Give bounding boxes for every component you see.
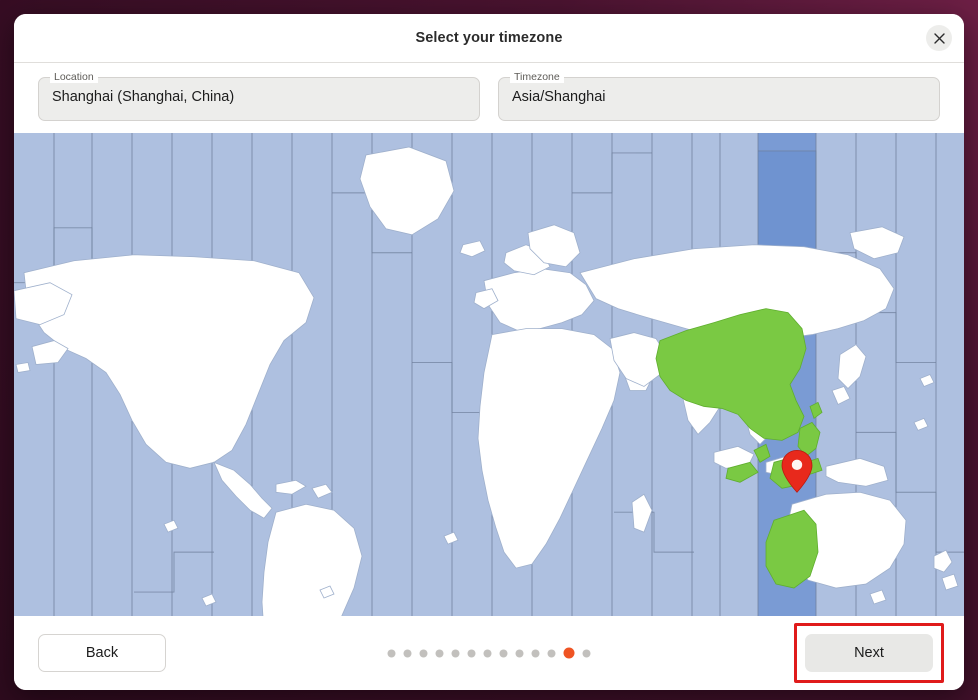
page-title: Select your timezone bbox=[415, 30, 563, 46]
page-indicator-dots bbox=[387, 647, 591, 659]
page-dot[interactable] bbox=[515, 649, 524, 657]
dialog-footer: Back Next bbox=[14, 616, 964, 690]
page-dot[interactable] bbox=[547, 649, 556, 657]
page-dot[interactable] bbox=[435, 649, 444, 657]
timezone-field-label: Timezone bbox=[510, 71, 564, 83]
page-dot[interactable] bbox=[531, 649, 540, 657]
location-input[interactable]: Shanghai (Shanghai, China) bbox=[52, 89, 235, 105]
location-pin-icon bbox=[781, 449, 813, 493]
page-dot[interactable] bbox=[451, 649, 460, 657]
world-timezone-map[interactable] bbox=[14, 133, 964, 616]
map-svg[interactable] bbox=[14, 133, 964, 616]
page-dot-active[interactable] bbox=[563, 647, 575, 659]
timezone-dialog: Select your timezone Location Shanghai (… bbox=[14, 14, 964, 690]
dialog-header: Select your timezone bbox=[14, 14, 964, 63]
next-button-highlight: Next bbox=[794, 623, 944, 683]
close-icon[interactable] bbox=[926, 25, 952, 51]
location-field[interactable]: Location Shanghai (Shanghai, China) bbox=[38, 71, 480, 121]
page-dot[interactable] bbox=[467, 649, 476, 657]
highlighted-timezone-regions bbox=[655, 308, 823, 589]
timezone-field[interactable]: Timezone Asia/Shanghai bbox=[498, 71, 940, 121]
page-dot[interactable] bbox=[582, 649, 591, 657]
timezone-input[interactable]: Asia/Shanghai bbox=[512, 89, 606, 105]
location-field-label: Location bbox=[50, 71, 98, 83]
next-button[interactable]: Next bbox=[805, 634, 933, 672]
page-dot[interactable] bbox=[387, 649, 396, 657]
page-dot[interactable] bbox=[499, 649, 508, 657]
fields-row: Location Shanghai (Shanghai, China) Time… bbox=[14, 63, 964, 133]
close-glyph bbox=[933, 32, 945, 44]
page-dot[interactable] bbox=[403, 649, 412, 657]
page-dot[interactable] bbox=[419, 649, 428, 657]
page-dot[interactable] bbox=[483, 649, 492, 657]
back-button[interactable]: Back bbox=[38, 634, 166, 672]
